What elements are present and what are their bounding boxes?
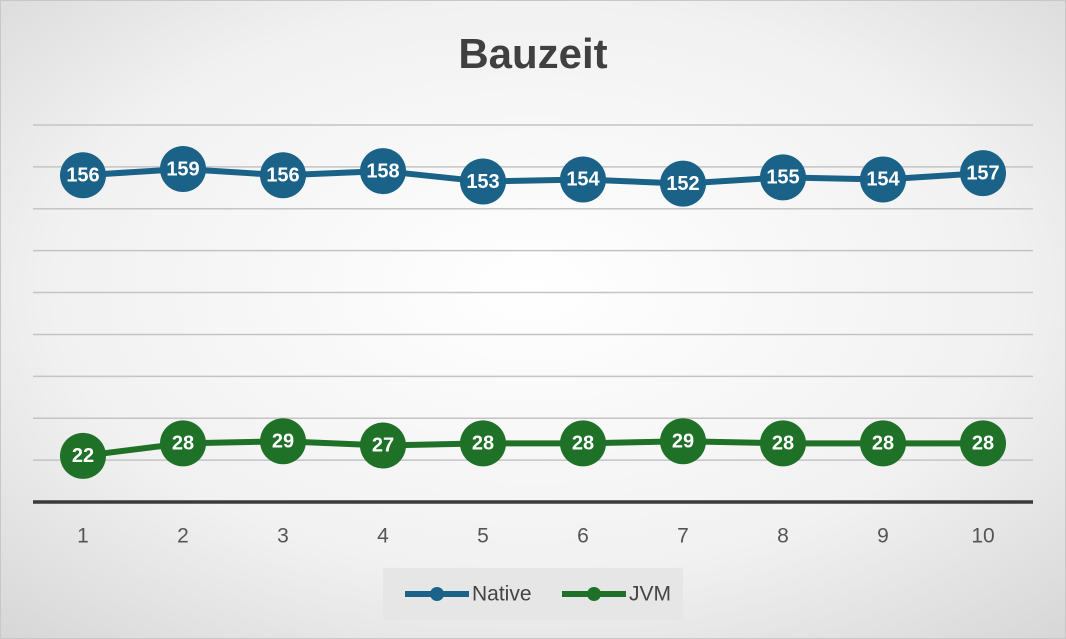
x-tick-label: 8 — [777, 525, 789, 548]
data-label: 28 — [472, 433, 494, 455]
data-label: 27 — [372, 435, 394, 457]
data-label: 153 — [466, 171, 499, 193]
data-label: 22 — [72, 445, 94, 467]
data-point — [860, 420, 906, 467]
data-label: 154 — [566, 169, 600, 191]
data-point — [360, 148, 406, 195]
data-point — [560, 156, 606, 203]
x-tick-label: 2 — [177, 525, 189, 548]
data-label: 28 — [972, 433, 994, 455]
data-label: 28 — [172, 433, 194, 455]
data-label: 28 — [572, 433, 594, 455]
data-point — [260, 152, 306, 199]
series-line — [82, 438, 983, 459]
legend-label: JVM — [629, 583, 671, 606]
data-point — [560, 420, 606, 467]
data-point — [60, 432, 106, 479]
data-point — [960, 420, 1006, 467]
data-point — [660, 418, 706, 465]
legend-marker — [587, 587, 601, 601]
x-tick-label: 4 — [377, 525, 389, 548]
legend-label: Native — [472, 583, 532, 606]
data-point — [360, 422, 406, 469]
data-point — [60, 152, 106, 199]
x-tick-label: 10 — [971, 525, 994, 548]
x-tick-label: 3 — [277, 525, 289, 548]
data-label: 158 — [366, 160, 399, 182]
series-line — [82, 165, 984, 187]
data-label: 157 — [966, 162, 999, 184]
data-point — [960, 150, 1006, 197]
chart-title: Bauzeit — [458, 30, 607, 77]
data-point — [760, 154, 806, 201]
data-point — [860, 156, 906, 203]
data-point — [660, 160, 706, 207]
legend-marker — [430, 587, 444, 601]
x-tick-label: 5 — [477, 525, 489, 548]
data-point — [260, 418, 306, 465]
data-label: 29 — [672, 431, 694, 453]
data-point — [160, 420, 206, 467]
data-label: 159 — [166, 158, 199, 180]
data-label: 28 — [872, 433, 894, 455]
data-label: 155 — [766, 167, 799, 189]
data-label: 29 — [272, 431, 294, 453]
data-label: 152 — [666, 173, 699, 195]
data-label: 156 — [66, 165, 99, 187]
data-point — [460, 420, 506, 467]
x-tick-label: 9 — [877, 525, 889, 548]
data-label: 154 — [866, 169, 900, 191]
data-label: 156 — [266, 165, 299, 187]
data-point — [460, 158, 506, 205]
x-tick-label: 6 — [577, 525, 589, 548]
x-tick-label: 7 — [677, 525, 689, 548]
x-tick-label: 1 — [77, 525, 89, 548]
data-label: 28 — [772, 433, 794, 455]
data-point — [160, 145, 206, 192]
data-point — [760, 420, 806, 467]
